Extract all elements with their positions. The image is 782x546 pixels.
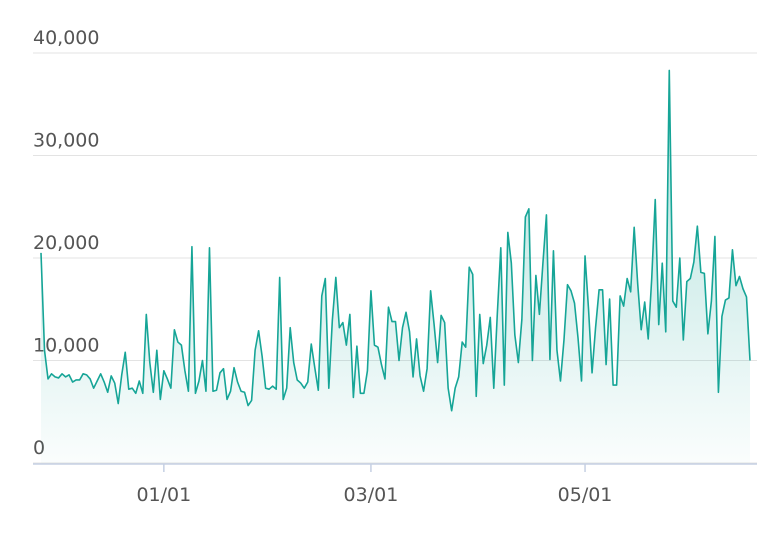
x-tick-label: 05/01: [558, 484, 613, 506]
y-tick-label: 10,000: [33, 335, 99, 357]
area: [41, 70, 750, 464]
line: [40, 69, 751, 412]
y-tick-label: 30,000: [33, 130, 99, 152]
y-tick-label: 40,000: [33, 27, 99, 49]
x-tick-label: 03/01: [344, 484, 399, 506]
x-tick-label: 01/01: [136, 484, 191, 506]
y-tick-label: 20,000: [33, 232, 99, 254]
